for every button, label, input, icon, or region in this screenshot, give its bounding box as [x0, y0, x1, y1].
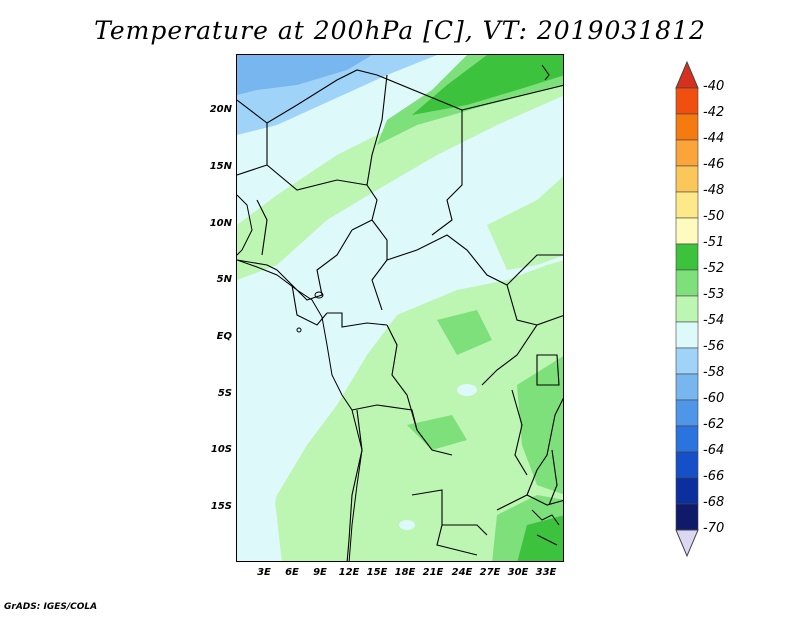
footer-credit: GrADS: IGES/COLA [4, 602, 98, 612]
colorbar-swatch [675, 139, 699, 167]
lon-label: 21E [422, 567, 444, 578]
colorbar-swatch [675, 347, 699, 375]
colorbar-swatch [675, 399, 699, 427]
lon-label: 12E [338, 567, 360, 578]
colorbar-label: -52 [703, 261, 725, 276]
lat-label: 20N [209, 104, 232, 115]
colorbar-label: -40 [703, 79, 725, 94]
field-cyan-southwest [237, 475, 282, 561]
field-mid-green-patch-1 [407, 415, 467, 450]
colorbar-label: -66 [703, 469, 725, 484]
field-mid-green-east [517, 356, 563, 495]
field-dark-green-southeast [517, 515, 563, 561]
chart-title: Temperature at 200hPa [C], VT: 201903181… [94, 16, 706, 45]
colorbar-label: -56 [703, 339, 725, 354]
colorbar-swatch [675, 165, 699, 193]
coastlines [237, 64, 560, 561]
lat-label: 10S [210, 444, 232, 455]
colorbar-swatch [675, 269, 699, 297]
colorbar-label: -64 [703, 443, 725, 458]
field-cyan-spot-1 [457, 384, 477, 396]
lat-label: 5S [217, 388, 232, 399]
colorbar-top-arrow [675, 60, 699, 89]
map-panel [236, 54, 564, 562]
lat-label: 15N [209, 161, 232, 172]
colorbar-swatch [675, 425, 699, 453]
colorbar-swatch [675, 373, 699, 401]
field-cold-blue [237, 55, 372, 95]
colorbar-label: -54 [703, 313, 725, 328]
colorbar-label: -42 [703, 105, 725, 120]
colorbar-bottom-arrow [675, 529, 699, 558]
colorbar-swatch [675, 321, 699, 349]
lon-label: 33E [535, 567, 557, 578]
colorbar-swatch [675, 477, 699, 505]
field-dark-green-north [412, 55, 563, 115]
colorbar-swatch [675, 217, 699, 245]
lat-label: 5N [216, 274, 232, 285]
lon-label: 6E [285, 567, 299, 578]
colorbar-label: -60 [703, 391, 725, 406]
field-pale-green-north [237, 55, 563, 280]
colorbar-label: -58 [703, 365, 725, 380]
colorbar-label: -46 [703, 157, 725, 172]
colorbar-label: -68 [703, 495, 725, 510]
lon-label: 30E [507, 567, 529, 578]
lon-label: 9E [313, 567, 327, 578]
colorbar-swatch [675, 191, 699, 219]
lon-label: 15E [366, 567, 388, 578]
colorbar-label: -70 [703, 521, 725, 536]
lon-label: 24E [451, 567, 473, 578]
colorbar-label: -50 [703, 209, 725, 224]
lon-label: 18E [394, 567, 416, 578]
colorbar-label: -62 [703, 417, 725, 432]
colorbar [675, 60, 699, 558]
colorbar-label: -44 [703, 131, 725, 146]
lat-label: EQ [216, 331, 232, 342]
lat-label: 15S [210, 501, 232, 512]
colorbar-swatch [675, 503, 699, 531]
colorbar-label: -48 [703, 183, 725, 198]
lat-label: 10N [209, 218, 232, 229]
field-mid-green-patch-2 [437, 310, 492, 355]
colorbar-swatch [675, 87, 699, 115]
colorbar-swatch [675, 113, 699, 141]
lon-label: 3E [257, 567, 271, 578]
field-pale-green-east [487, 176, 563, 270]
colorbar-swatch [675, 295, 699, 323]
colorbar-swatch [675, 243, 699, 271]
colorbar-label: -53 [703, 287, 725, 302]
lon-label: 27E [479, 567, 501, 578]
colorbar-swatch [675, 451, 699, 479]
temperature-map [237, 55, 563, 561]
colorbar-label: -51 [703, 235, 725, 250]
field-cyan-spot-2 [399, 520, 415, 530]
